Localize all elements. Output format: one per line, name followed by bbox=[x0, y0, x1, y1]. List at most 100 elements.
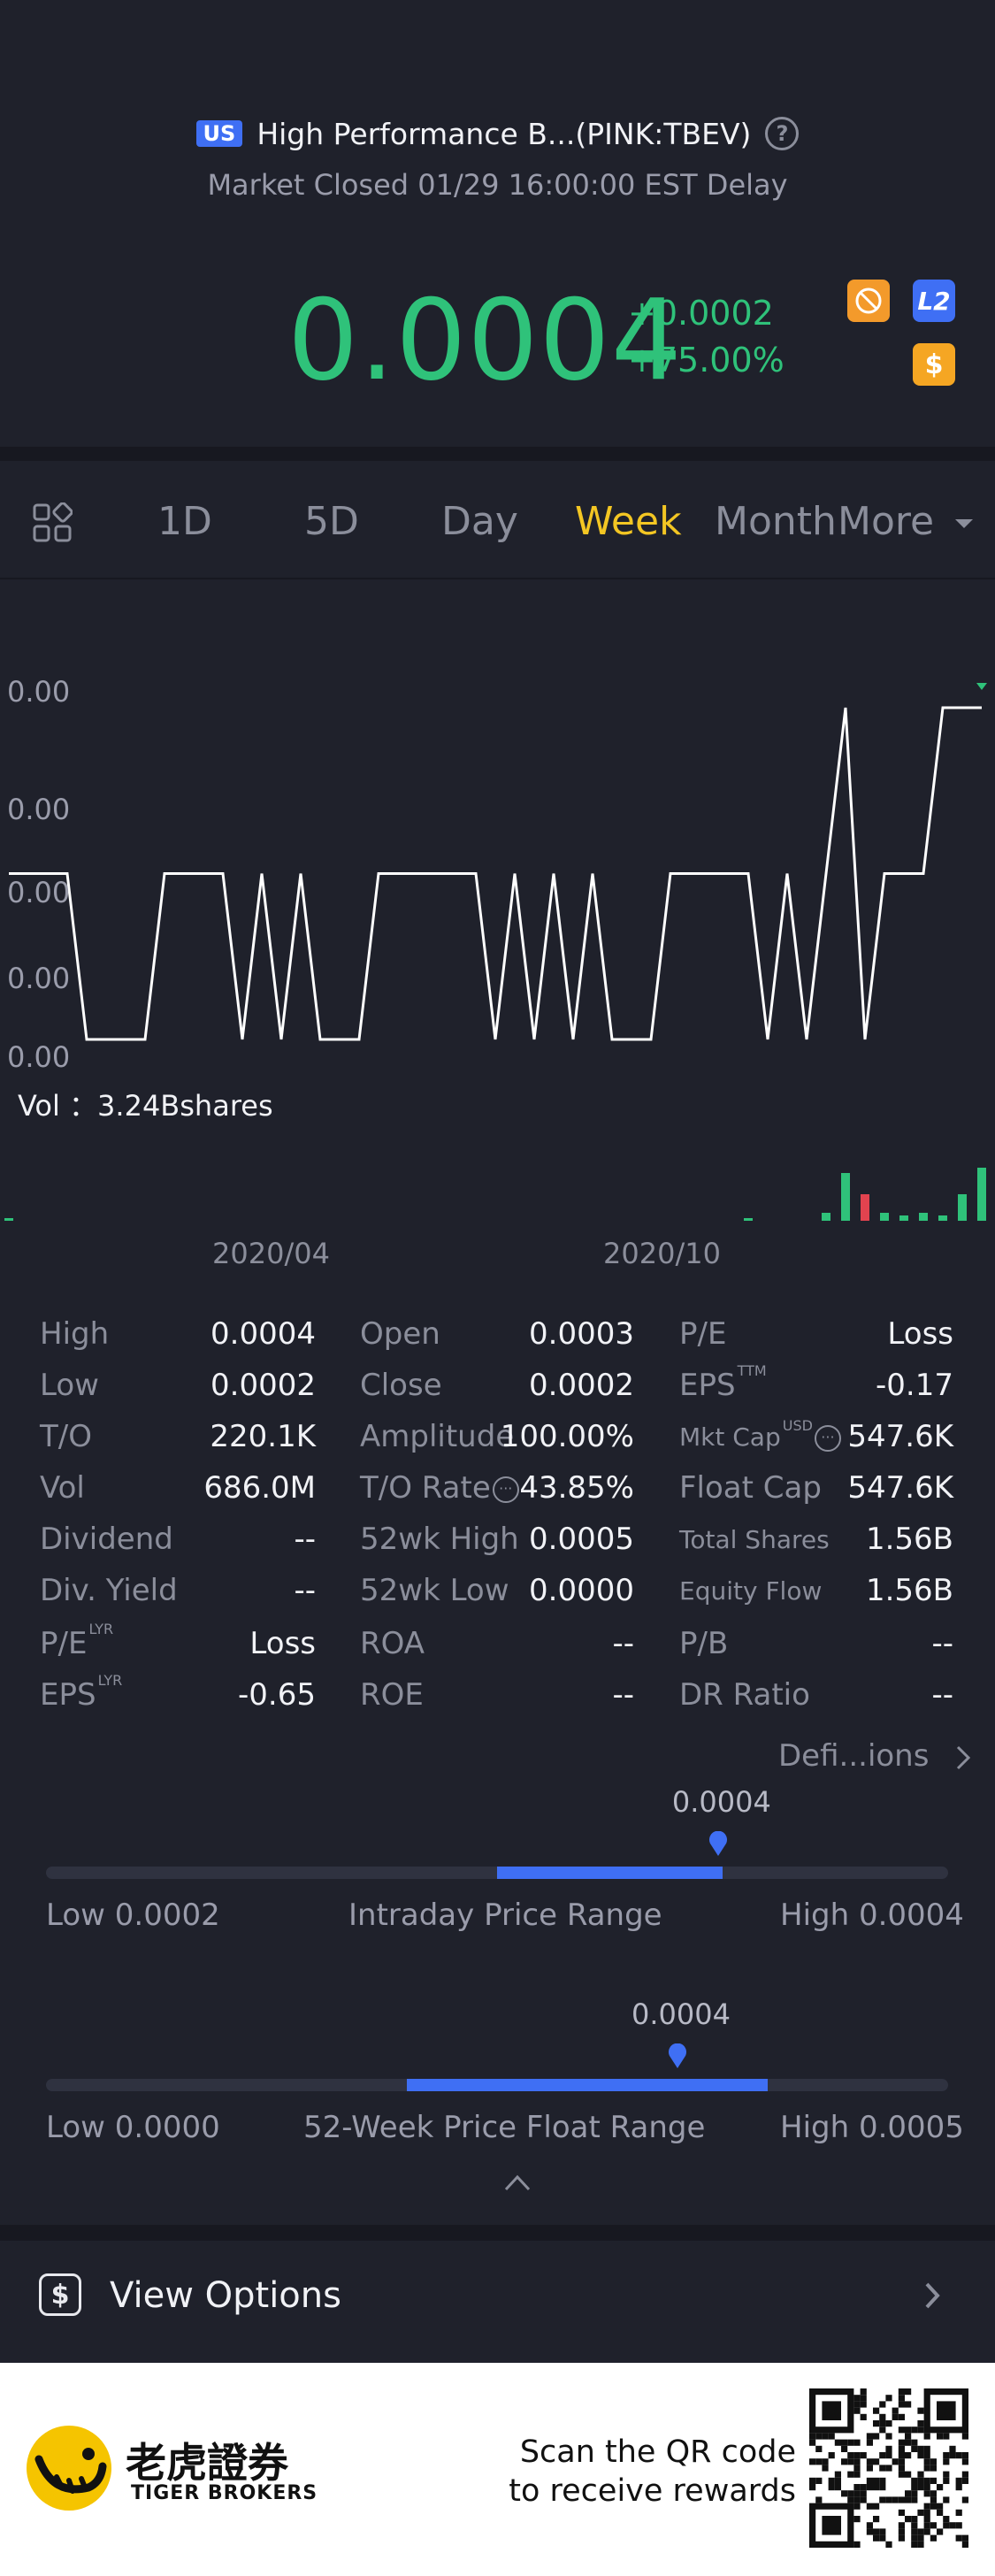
tab-1d[interactable]: 1D bbox=[157, 499, 212, 544]
stock-title[interactable]: High Performance B...(PINK:TBEV) bbox=[256, 116, 752, 151]
week52-range-track bbox=[46, 2079, 948, 2091]
stat-label-text: Vol bbox=[40, 1470, 85, 1506]
stat-label: 52wk Low bbox=[360, 1573, 509, 1608]
stat-label-text: Dividend bbox=[40, 1522, 173, 1557]
stat-label: P/B bbox=[679, 1626, 728, 1661]
stat-label: Mkt Cap USD··· bbox=[679, 1417, 841, 1452]
week52-range-title: 52-Week Price Float Range bbox=[303, 2110, 706, 2145]
chevron-down-icon bbox=[955, 519, 974, 528]
volume-bar bbox=[880, 1213, 889, 1221]
stat-label: ROE bbox=[360, 1677, 424, 1713]
info-dots-icon[interactable]: ··· bbox=[492, 1476, 519, 1503]
stat-label: Float Cap bbox=[679, 1470, 822, 1506]
stat-label-text: T/O bbox=[40, 1419, 92, 1454]
stat-label: High bbox=[40, 1316, 109, 1352]
market-badge: US bbox=[195, 120, 243, 147]
stat-label-text: Equity Flow bbox=[679, 1576, 823, 1606]
y-tick-label: 0.00 bbox=[7, 793, 71, 826]
volume-bar bbox=[744, 1218, 753, 1221]
stat-label-text: Total Shares bbox=[679, 1525, 830, 1554]
grid-icon[interactable] bbox=[32, 502, 73, 543]
help-icon[interactable]: ? bbox=[765, 117, 800, 150]
last-price-marker bbox=[976, 683, 987, 690]
intraday-range-fill bbox=[497, 1867, 723, 1879]
x-tick-label: 2020/10 bbox=[603, 1237, 721, 1270]
stat-label: Equity Flow bbox=[679, 1576, 822, 1606]
stat-label-text: EPS bbox=[40, 1677, 96, 1713]
collapse-chevron-icon[interactable] bbox=[502, 2172, 532, 2193]
view-options-label[interactable]: View Options bbox=[110, 2275, 341, 2316]
volume-bar bbox=[977, 1168, 986, 1221]
intraday-high: High 0.0004 bbox=[780, 1898, 964, 1933]
stat-value: 547.6K bbox=[847, 1419, 953, 1454]
brand-name-en: TIGER BROKERS bbox=[131, 2482, 318, 2504]
stat-value: 686.0M bbox=[203, 1470, 316, 1506]
stat-label: 52wk High bbox=[360, 1522, 519, 1557]
tab-month[interactable]: Month bbox=[715, 499, 837, 544]
stat-value: 547.6K bbox=[847, 1470, 953, 1506]
scan-prompt-line2: to receive rewards bbox=[509, 2473, 796, 2509]
stat-label: EPS TTM bbox=[679, 1362, 767, 1403]
quote-header bbox=[0, 0, 995, 447]
intraday-current-value: 0.0004 bbox=[671, 1785, 771, 1819]
definitions-link[interactable]: Defi...ions bbox=[778, 1738, 972, 1774]
stat-value: Loss bbox=[887, 1316, 953, 1352]
stat-label: T/O bbox=[40, 1419, 92, 1454]
stat-value: 1.56B bbox=[865, 1573, 953, 1608]
qr-code-icon bbox=[809, 2388, 968, 2548]
stat-label-text: DR Ratio bbox=[679, 1677, 810, 1713]
stat-label-superscript: LYR bbox=[97, 1672, 123, 1689]
intraday-range-title: Intraday Price Range bbox=[348, 1898, 662, 1933]
price-change: +0.0002 bbox=[628, 294, 774, 333]
stat-label-text: High bbox=[40, 1316, 110, 1352]
dollar-icon[interactable]: $ bbox=[913, 343, 955, 386]
volume-bar bbox=[861, 1194, 869, 1221]
stat-label-text: T/O Rate bbox=[360, 1470, 491, 1506]
stat-value: 0.0004 bbox=[210, 1316, 316, 1352]
stat-value: 0.0002 bbox=[529, 1368, 634, 1403]
stat-label: Low bbox=[40, 1368, 99, 1403]
stat-value: -- bbox=[294, 1522, 316, 1557]
stat-value: -0.65 bbox=[238, 1677, 316, 1713]
stat-label-text: P/B bbox=[679, 1626, 729, 1661]
volume-bar bbox=[899, 1215, 908, 1221]
stat-value: 220.1K bbox=[210, 1419, 316, 1454]
week52-range-fill bbox=[407, 2079, 768, 2091]
info-dots-icon[interactable]: ··· bbox=[814, 1425, 841, 1452]
stat-label: P/E LYR bbox=[40, 1621, 113, 1661]
stat-value: 0.0005 bbox=[529, 1522, 634, 1557]
chevron-right-icon[interactable] bbox=[920, 2273, 946, 2318]
divider bbox=[0, 2225, 995, 2241]
stat-label: Vol bbox=[40, 1470, 85, 1506]
price-chart[interactable] bbox=[0, 584, 995, 1230]
stat-value: -- bbox=[931, 1677, 953, 1713]
stat-value: 1.56B bbox=[865, 1522, 953, 1557]
y-tick-label: 0.00 bbox=[7, 1040, 71, 1074]
stat-label-text: ROA bbox=[360, 1626, 425, 1661]
stat-label-text: 52wk High bbox=[360, 1522, 519, 1557]
stat-label: T/O Rate ··· bbox=[360, 1470, 519, 1506]
market-status: Market Closed 01/29 16:00:00 EST Delay bbox=[207, 168, 788, 202]
chevron-right-icon bbox=[957, 1745, 971, 1769]
volume-bar bbox=[938, 1215, 947, 1221]
l2-icon[interactable]: L2 bbox=[913, 280, 955, 322]
stat-label-text: ROE bbox=[360, 1677, 424, 1713]
tab-day[interactable]: Day bbox=[441, 499, 518, 544]
divider bbox=[0, 447, 995, 461]
options-dollar-icon: $ bbox=[39, 2273, 81, 2316]
y-tick-label: 0.00 bbox=[7, 675, 71, 709]
no-short-icon[interactable] bbox=[847, 280, 890, 322]
y-tick-label: 0.00 bbox=[7, 876, 71, 909]
stat-label: Amplitude bbox=[360, 1419, 514, 1454]
stat-label: Dividend bbox=[40, 1522, 173, 1557]
intraday-range-track bbox=[46, 1867, 948, 1879]
y-tick-label: 0.00 bbox=[7, 962, 71, 995]
stat-label-text: 52wk Low bbox=[360, 1573, 509, 1608]
tab-week[interactable]: Week bbox=[575, 499, 682, 544]
stat-label: Total Shares bbox=[679, 1525, 830, 1554]
x-tick-label: 2020/04 bbox=[212, 1237, 330, 1270]
stat-label-text: EPS bbox=[679, 1368, 736, 1403]
week52-high: High 0.0005 bbox=[780, 2110, 964, 2145]
tab-more[interactable]: More bbox=[838, 497, 975, 547]
tab-5d[interactable]: 5D bbox=[304, 499, 359, 544]
